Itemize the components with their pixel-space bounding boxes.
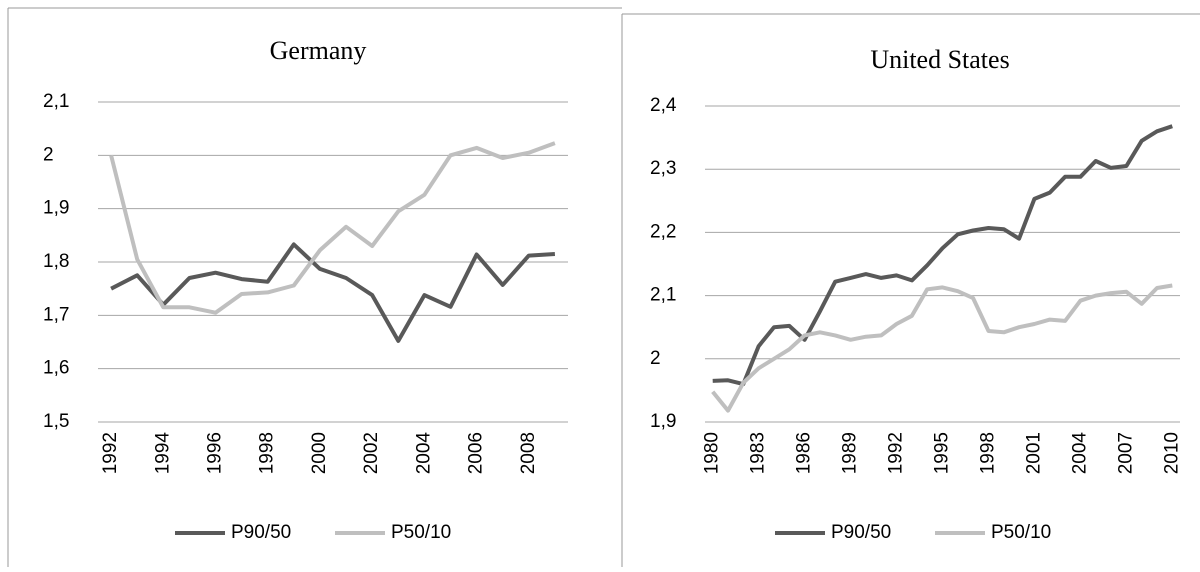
data-line (110, 242, 556, 343)
x-tick-label: 2002 (361, 432, 382, 474)
legend-label: P50/10 (391, 522, 451, 543)
x-tick-label: 2007 (1115, 432, 1136, 474)
y-tick-label: 2 (43, 144, 54, 165)
y-tick-label: 1,5 (43, 411, 69, 432)
y-tick-label: 1,9 (43, 198, 69, 219)
x-tick-label: 1998 (977, 432, 998, 474)
y-tick-label: 2,2 (650, 221, 676, 242)
x-tick-label: 1994 (152, 432, 173, 475)
y-tick-label: 1,9 (650, 411, 676, 432)
x-tick-label: 1980 (702, 432, 723, 474)
x-tick-label: 2004 (413, 432, 434, 475)
y-tick-label: 2,1 (43, 91, 69, 112)
y-tick-label: 1,6 (43, 358, 69, 379)
y-tick-label: 1,8 (43, 251, 69, 272)
y-tick-label: 2 (650, 348, 661, 369)
data-line (109, 141, 556, 315)
y-tick-label: 2,1 (650, 285, 676, 306)
x-tick-label: 2004 (1069, 432, 1090, 475)
y-tick-label: 2,4 (650, 95, 677, 116)
x-tick-label: 2010 (1161, 432, 1182, 474)
x-tick-label: 1986 (794, 432, 815, 474)
chart-title: United States (870, 45, 1009, 74)
x-tick-label: 2008 (518, 432, 539, 474)
chart-title: Germany (270, 36, 367, 65)
y-tick-label: 2,3 (650, 158, 676, 179)
x-tick-label: 1989 (840, 432, 861, 474)
y-tick-label: 1,7 (43, 304, 69, 325)
x-tick-label: 2000 (309, 432, 330, 474)
x-tick-label: 1992 (100, 432, 121, 474)
x-tick-label: 1996 (205, 432, 226, 474)
x-tick-label: 1992 (886, 432, 907, 474)
x-tick-label: 1983 (748, 432, 769, 474)
legend-label: P90/50 (831, 522, 891, 543)
x-tick-label: 1998 (257, 432, 278, 474)
x-tick-label: 2006 (466, 432, 487, 474)
legend-label: P90/50 (231, 522, 291, 543)
data-line (712, 124, 1173, 387)
x-tick-label: 2001 (1023, 432, 1044, 474)
legend-label: P50/10 (991, 522, 1051, 543)
data-line (711, 283, 1173, 413)
x-tick-label: 1995 (932, 432, 953, 474)
